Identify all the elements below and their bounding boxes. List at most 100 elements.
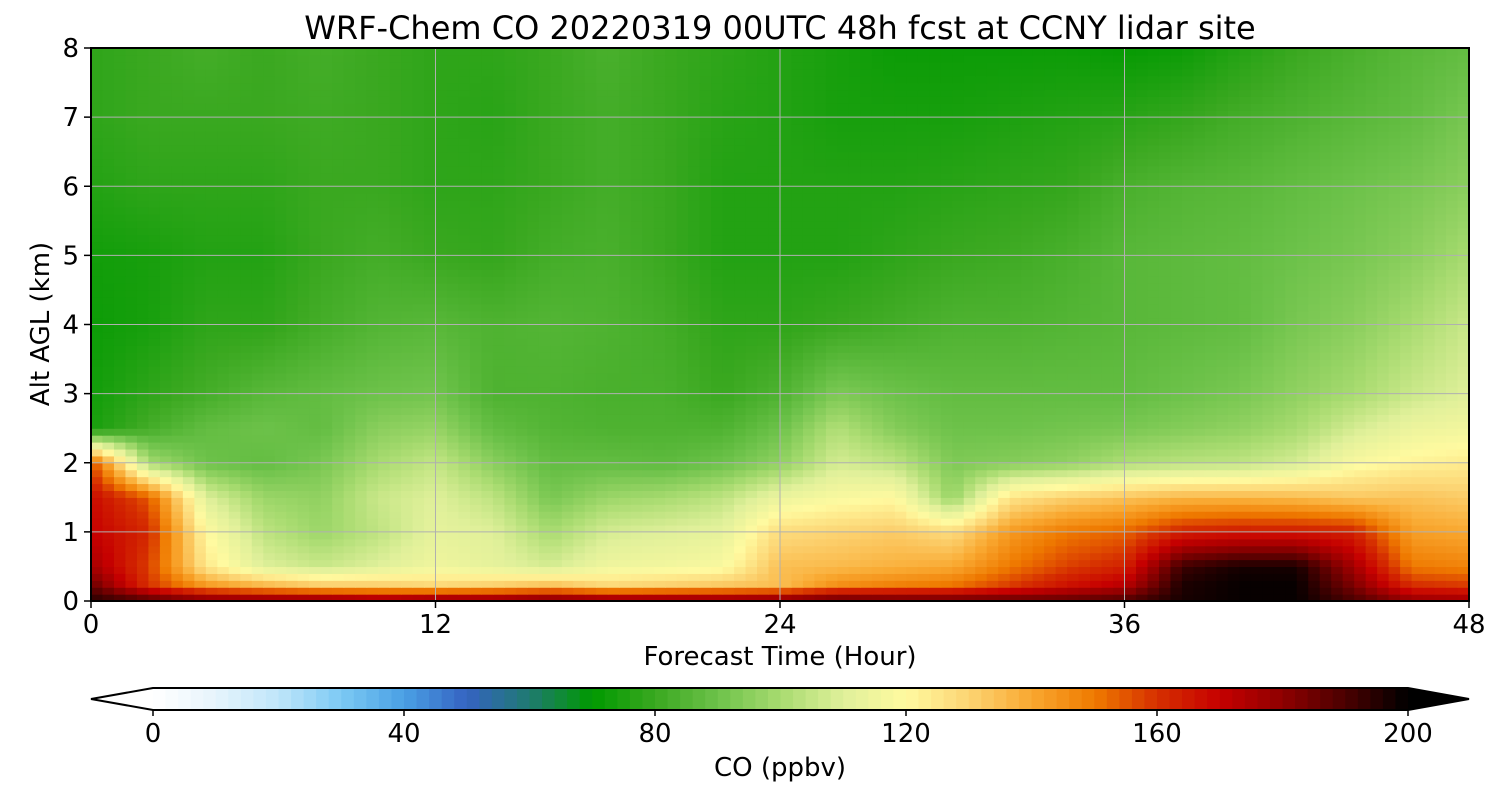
field-cell	[584, 462, 597, 471]
field-cell	[538, 386, 551, 395]
field-cell	[113, 469, 127, 478]
field-cell	[917, 518, 930, 526]
field-cell	[1365, 414, 1378, 422]
field-cell	[1342, 518, 1355, 526]
field-cell	[665, 338, 678, 346]
field-cell	[711, 587, 724, 595]
field-cell	[1044, 524, 1057, 533]
field-cell	[665, 594, 678, 601]
field-cell	[1354, 393, 1367, 402]
field-cell	[1090, 407, 1103, 415]
field-cell	[917, 331, 930, 339]
field-cell	[320, 469, 333, 478]
field-cell	[917, 552, 930, 561]
field-cell	[424, 483, 437, 491]
field-cell	[1227, 442, 1240, 450]
field-cell	[1044, 538, 1057, 547]
field-cell	[1273, 469, 1286, 478]
field-cell	[1101, 414, 1114, 422]
field-cell	[768, 359, 781, 367]
field-cell	[205, 531, 218, 540]
field-cell	[1101, 504, 1114, 512]
field-cell	[1400, 379, 1413, 388]
field-cell	[1204, 393, 1217, 402]
field-cell	[320, 379, 333, 388]
field-cell	[286, 428, 299, 436]
field-cell	[745, 518, 758, 526]
field-cell	[1319, 483, 1332, 491]
field-cell	[952, 442, 965, 450]
field-cell	[1216, 580, 1229, 588]
field-cell	[630, 538, 643, 547]
field-cell	[91, 386, 104, 395]
field-cell	[665, 310, 678, 319]
field-cell	[1250, 435, 1263, 443]
field-cell	[286, 490, 299, 498]
field-cell	[1457, 331, 1469, 339]
field-cell	[136, 331, 150, 339]
field-cell	[1354, 518, 1367, 526]
field-cell	[1067, 476, 1080, 485]
field-cell	[389, 587, 402, 595]
field-cell	[573, 393, 586, 402]
field-cell	[1400, 365, 1413, 374]
field-cell	[171, 518, 184, 526]
field-cell	[91, 524, 104, 533]
field-cell	[1055, 587, 1068, 595]
field-cell	[894, 580, 907, 588]
field-cell	[607, 448, 620, 457]
field-cell	[1296, 435, 1309, 443]
field-cell	[492, 386, 505, 395]
field-cell	[1044, 331, 1057, 339]
field-cell	[1319, 469, 1332, 478]
field-cell	[711, 310, 724, 319]
field-cell	[309, 345, 322, 353]
field-cell	[825, 559, 839, 568]
field-cell	[1319, 324, 1332, 333]
field-cell	[1009, 462, 1022, 471]
field-cell	[1285, 490, 1298, 498]
field-cell	[1021, 338, 1034, 346]
field-cell	[1032, 407, 1045, 415]
field-cell	[596, 483, 609, 491]
field-cell	[1090, 497, 1103, 505]
field-cell	[1400, 352, 1413, 360]
field-cell	[780, 407, 793, 415]
field-cell	[1239, 455, 1252, 464]
field-cell	[458, 462, 471, 471]
field-cell	[1354, 359, 1367, 367]
field-cell	[332, 331, 345, 339]
field-cell	[435, 538, 448, 547]
field-cell	[251, 317, 264, 326]
field-cell	[757, 338, 770, 346]
field-cell	[757, 462, 770, 471]
field-cell	[1021, 566, 1034, 574]
field-cell	[378, 407, 391, 415]
field-cell	[309, 400, 322, 409]
field-cell	[1055, 476, 1068, 485]
field-cell	[1193, 393, 1206, 402]
field-cell	[550, 435, 563, 443]
field-cell	[745, 587, 758, 595]
field-cell	[527, 462, 540, 471]
field-cell	[171, 372, 184, 381]
field-cell	[1296, 483, 1309, 491]
field-cell	[734, 594, 747, 601]
field-cell	[424, 580, 437, 588]
field-cell	[1354, 504, 1367, 512]
field-cell	[1423, 372, 1436, 381]
field-cell	[1055, 379, 1068, 388]
field-cell	[286, 538, 299, 547]
field-cell	[1021, 573, 1034, 581]
field-cell	[435, 559, 448, 568]
field-cell	[481, 365, 494, 374]
field-cell	[894, 566, 907, 574]
field-cell	[860, 407, 873, 415]
field-cell	[355, 552, 368, 561]
field-cell	[102, 435, 115, 443]
field-cell	[343, 531, 356, 540]
field-cell	[917, 587, 930, 595]
field-cell	[1285, 497, 1298, 505]
field-cell	[263, 476, 276, 485]
field-cell	[665, 442, 678, 450]
